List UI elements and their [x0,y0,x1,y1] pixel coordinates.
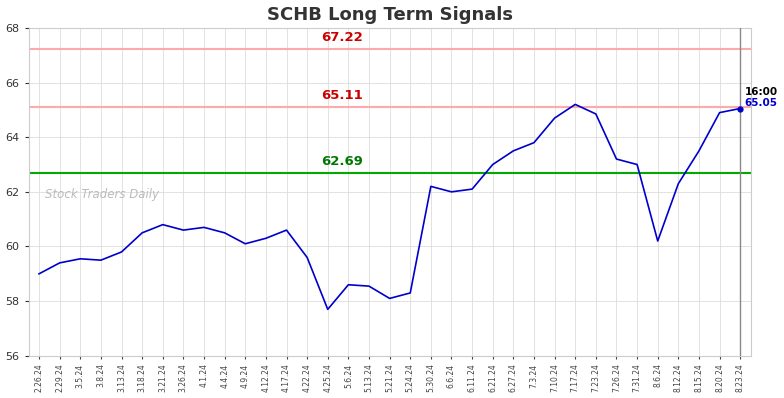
Text: Stock Traders Daily: Stock Traders Daily [45,188,159,201]
Title: SCHB Long Term Signals: SCHB Long Term Signals [267,6,513,23]
Text: 62.69: 62.69 [321,155,363,168]
Text: 65.05: 65.05 [744,98,778,108]
Text: 65.11: 65.11 [321,89,363,101]
Text: 67.22: 67.22 [321,31,363,44]
Text: 16:00: 16:00 [744,87,778,97]
